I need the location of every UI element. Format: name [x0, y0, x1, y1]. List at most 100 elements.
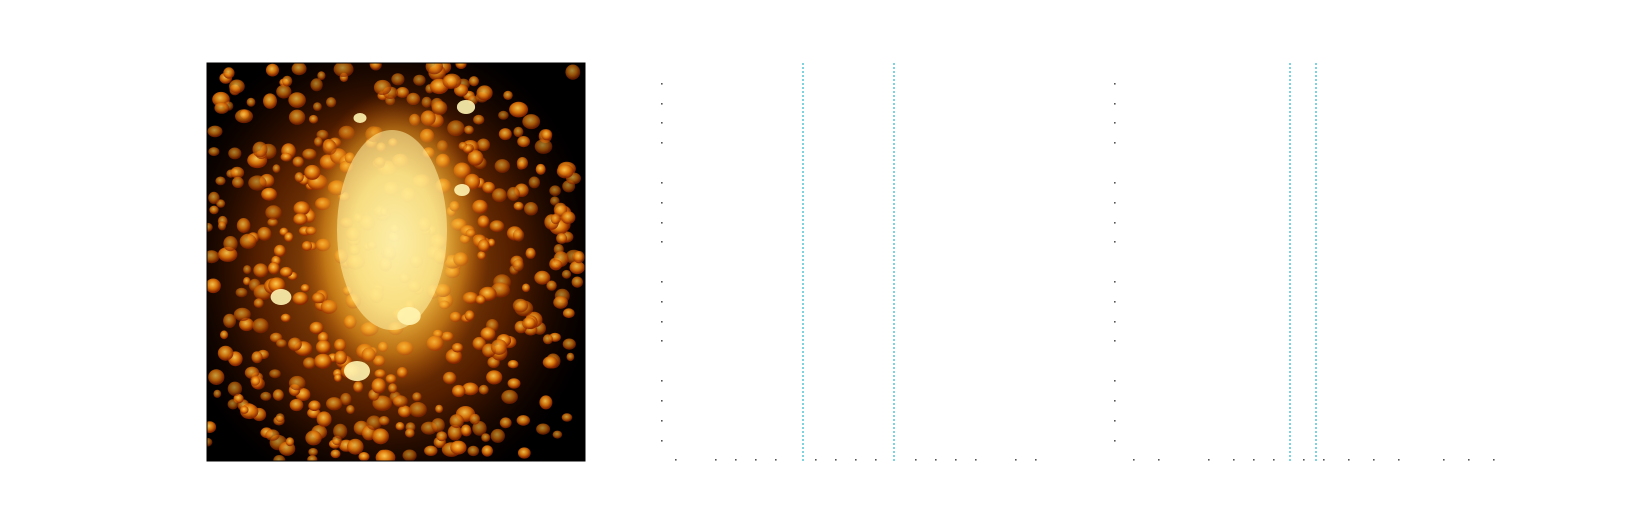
speckle [468, 76, 479, 87]
y-tick-mark [1114, 103, 1116, 105]
x-tick-mark [815, 459, 817, 461]
x-tick-mark [1348, 459, 1350, 461]
speckle [289, 398, 304, 412]
speckle [269, 369, 281, 379]
speckle [303, 357, 316, 369]
speckle [214, 102, 229, 114]
speckle [209, 205, 219, 215]
x-tick-mark [855, 459, 857, 461]
speckle [207, 125, 223, 138]
speckle [573, 250, 585, 264]
speckle [489, 220, 505, 233]
speckle [476, 138, 490, 152]
speckle [447, 424, 463, 441]
speckle [409, 402, 427, 418]
x-tick-mark [1303, 459, 1305, 461]
speckle [308, 400, 321, 412]
y-tick-mark [661, 122, 663, 124]
speckle [347, 438, 364, 455]
speckle [507, 378, 521, 389]
profile-panel-1-x-ticks [675, 459, 1037, 461]
x-tick-mark [1208, 459, 1210, 461]
y-tick-mark [661, 222, 663, 224]
speckle [334, 373, 342, 382]
x-tick-mark [1133, 459, 1135, 461]
speckle [330, 449, 341, 459]
speckle [541, 129, 553, 141]
speckle [268, 262, 280, 275]
y-tick-mark [1114, 420, 1116, 422]
speckle [375, 449, 396, 461]
speckle [276, 339, 287, 348]
speckle [239, 317, 254, 332]
speckle [534, 139, 553, 154]
speckle [561, 413, 573, 422]
y-tick-mark [661, 400, 663, 402]
y-tick-mark [1114, 380, 1116, 382]
speckle [512, 259, 524, 272]
speckle [553, 296, 568, 309]
speckle [542, 356, 558, 369]
profile-panel-2 [1114, 63, 1495, 461]
speckle [566, 352, 575, 362]
speckle [480, 327, 496, 341]
y-tick-mark [1114, 83, 1116, 85]
speckle [235, 287, 248, 298]
speckle [280, 313, 291, 323]
speckle [288, 92, 306, 108]
speckle [223, 236, 238, 252]
speckle [265, 429, 280, 441]
speckle [490, 339, 508, 355]
speckle [516, 157, 529, 170]
y-tick-mark [1114, 241, 1116, 243]
speckle [412, 392, 422, 402]
speckle [308, 114, 319, 124]
speckle [503, 90, 513, 100]
speckle [253, 298, 264, 308]
speckle [467, 445, 480, 457]
y-tick-mark [661, 440, 663, 442]
y-tick-mark [661, 241, 663, 243]
heatmap-panel [206, 62, 586, 462]
speckle [435, 404, 444, 414]
speckle [252, 318, 269, 334]
speckle [513, 201, 524, 211]
x-tick-mark [875, 459, 877, 461]
speckle [542, 334, 553, 345]
speckle [310, 78, 323, 92]
speckle [507, 186, 520, 201]
speckle [291, 63, 307, 76]
speckle [239, 233, 257, 249]
speckle [279, 266, 293, 278]
speckle [478, 384, 489, 395]
speckle [395, 422, 405, 431]
speckle [431, 418, 445, 433]
heatmap-frame [206, 62, 586, 462]
x-tick-mark [1398, 459, 1400, 461]
y-tick-mark [661, 202, 663, 204]
speckle [490, 428, 505, 443]
y-tick-mark [1114, 142, 1116, 144]
speckle [280, 152, 292, 162]
speckle [252, 141, 268, 158]
speckle [292, 156, 304, 168]
speckle [534, 270, 551, 285]
speckle [528, 176, 540, 189]
profile-panel-2-x-ticks [1133, 459, 1495, 461]
speckle [263, 93, 277, 109]
y-tick-mark [661, 321, 663, 323]
speckle [275, 413, 285, 422]
speckle [476, 85, 493, 101]
x-tick-mark [1493, 459, 1495, 461]
speckle [220, 330, 229, 340]
y-tick-mark [661, 340, 663, 342]
speckle [265, 63, 280, 77]
speckle [413, 74, 426, 86]
speckle [358, 452, 370, 461]
x-tick-mark [915, 459, 917, 461]
y-tick-mark [661, 380, 663, 382]
hot-spot [353, 113, 367, 123]
speckle [250, 375, 261, 386]
speckle [333, 423, 348, 439]
